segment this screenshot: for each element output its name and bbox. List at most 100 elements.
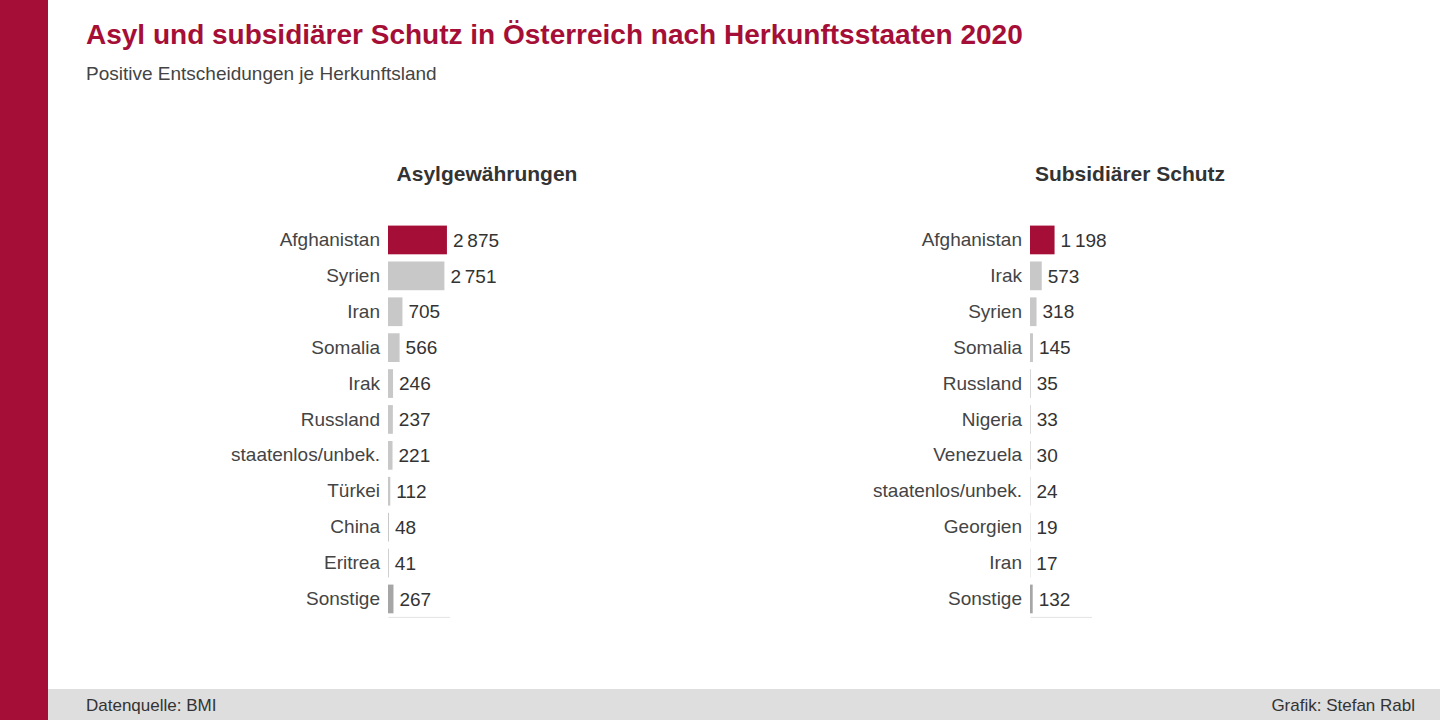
- bar: [388, 477, 390, 506]
- bar: [388, 297, 402, 326]
- data-label: 1 198: [1061, 230, 1107, 251]
- subtitle: Positive Entscheidungen je Herkunftsland: [86, 63, 437, 84]
- data-label: 318: [1043, 301, 1075, 322]
- data-label: 145: [1039, 337, 1071, 358]
- category-tick: Sonstige: [948, 588, 1022, 609]
- panel: Subsidiärer Schutz 1 198 573 318 145 35 33 30 24…: [873, 162, 1225, 617]
- x-axis-line: [1031, 617, 1093, 618]
- category-tick: Russland: [301, 409, 380, 430]
- bars: [388, 226, 447, 614]
- data-label: 33: [1037, 409, 1058, 430]
- bar: [388, 513, 389, 542]
- data-label: 17: [1036, 553, 1057, 574]
- category-tick: Türkei: [327, 480, 380, 501]
- category-label: Syrien: [968, 301, 1022, 322]
- category-tick: staatenlos/unbek.: [873, 480, 1022, 501]
- category-label: Irak: [990, 265, 1022, 286]
- data-label: 267: [399, 589, 431, 610]
- category-tick: Afghanistan: [922, 229, 1022, 250]
- category-label: staatenlos/unbek.: [231, 444, 380, 465]
- data-labels: 2 8752 7517055662462372211124841267: [395, 230, 499, 610]
- category-tick: Syrien: [968, 301, 1022, 322]
- bar: [388, 405, 393, 434]
- category-tick: Somalia: [311, 337, 380, 358]
- category-tick: staatenlos/unbek.: [231, 444, 380, 465]
- category-label: Iran: [989, 552, 1022, 573]
- bar: [388, 549, 389, 578]
- side-stripe: [0, 0, 48, 720]
- data-label: 566: [406, 337, 438, 358]
- category-label: Nigeria: [962, 409, 1023, 430]
- panel: Asylgewährungen 2 875 2 751 705 566 246 237 221…: [231, 162, 577, 617]
- category-label: Afghanistan: [922, 229, 1022, 250]
- category-label: Russland: [943, 373, 1022, 394]
- category-label: Somalia: [311, 337, 380, 358]
- x-axis-line: [389, 617, 451, 618]
- x-axis: [389, 617, 451, 618]
- bar: [1030, 441, 1031, 470]
- category-label: Türkei: [327, 480, 380, 501]
- category-label: Sonstige: [948, 588, 1022, 609]
- data-label: 19: [1036, 517, 1057, 538]
- data-label: 237: [399, 409, 431, 430]
- data-label: 573: [1048, 266, 1080, 287]
- bar: [388, 226, 447, 255]
- category-label: Eritrea: [324, 552, 380, 573]
- data-label: 2 875: [453, 230, 499, 251]
- category-tick: Syrien: [326, 265, 380, 286]
- footer-band: [48, 689, 1440, 720]
- bar: [388, 441, 393, 470]
- category-label: Iran: [347, 301, 380, 322]
- panel-title: Subsidiärer Schutz: [1035, 162, 1225, 185]
- category-tick: Sonstige: [306, 588, 380, 609]
- bar: [1030, 477, 1031, 506]
- y-axis: Afghanistan Irak Syrien Somalia Russland Nige…: [873, 229, 1022, 609]
- data-label: 221: [399, 445, 431, 466]
- y-axis: Afghanistan Syrien Iran Somalia Irak Russland…: [231, 229, 380, 609]
- data-label: 2 751: [450, 266, 496, 287]
- x-axis: [1031, 617, 1093, 618]
- data-label: 41: [395, 553, 416, 574]
- category-tick: Iran: [989, 552, 1022, 573]
- bar: [1030, 297, 1037, 326]
- credit: Grafik: Stefan Rabl: [1271, 696, 1415, 715]
- category-label: Somalia: [953, 337, 1022, 358]
- data-label: 132: [1039, 589, 1071, 610]
- source: Datenquelle: BMI: [86, 696, 216, 715]
- data-label: 35: [1037, 373, 1058, 394]
- panel-title: Asylgewährungen: [397, 162, 578, 185]
- category-tick: China: [330, 516, 380, 537]
- category-label: Irak: [348, 373, 380, 394]
- data-label: 705: [408, 301, 440, 322]
- category-label: Georgien: [944, 516, 1022, 537]
- bar: [1030, 513, 1031, 542]
- data-label: 24: [1036, 481, 1058, 502]
- data-label: 112: [396, 481, 426, 502]
- data-labels: 1 198 573 318 145 35 33 30 24 19 17 132: [1036, 230, 1106, 610]
- category-tick: Nigeria: [962, 409, 1023, 430]
- bar: [388, 261, 444, 290]
- data-label: 30: [1037, 445, 1058, 466]
- category-label: Russland: [301, 409, 380, 430]
- bar: [388, 369, 393, 398]
- category-label: Venezuela: [933, 444, 1022, 465]
- bar: [1030, 549, 1031, 578]
- category-label: China: [330, 516, 380, 537]
- category-tick: Irak: [348, 373, 380, 394]
- category-tick: Russland: [943, 373, 1022, 394]
- bar: [388, 585, 393, 614]
- bar: [1030, 585, 1033, 614]
- bar: [1030, 369, 1031, 398]
- bar: [388, 333, 400, 362]
- category-label: Afghanistan: [280, 229, 380, 250]
- bar: [1030, 261, 1042, 290]
- data-label: 246: [399, 373, 431, 394]
- category-tick: Iran: [347, 301, 380, 322]
- category-label: Syrien: [326, 265, 380, 286]
- category-label: Sonstige: [306, 588, 380, 609]
- category-tick: Georgien: [944, 516, 1022, 537]
- category-label: staatenlos/unbek.: [873, 480, 1022, 501]
- bar: [1030, 226, 1055, 255]
- category-tick: Irak: [990, 265, 1022, 286]
- category-tick: Venezuela: [933, 444, 1022, 465]
